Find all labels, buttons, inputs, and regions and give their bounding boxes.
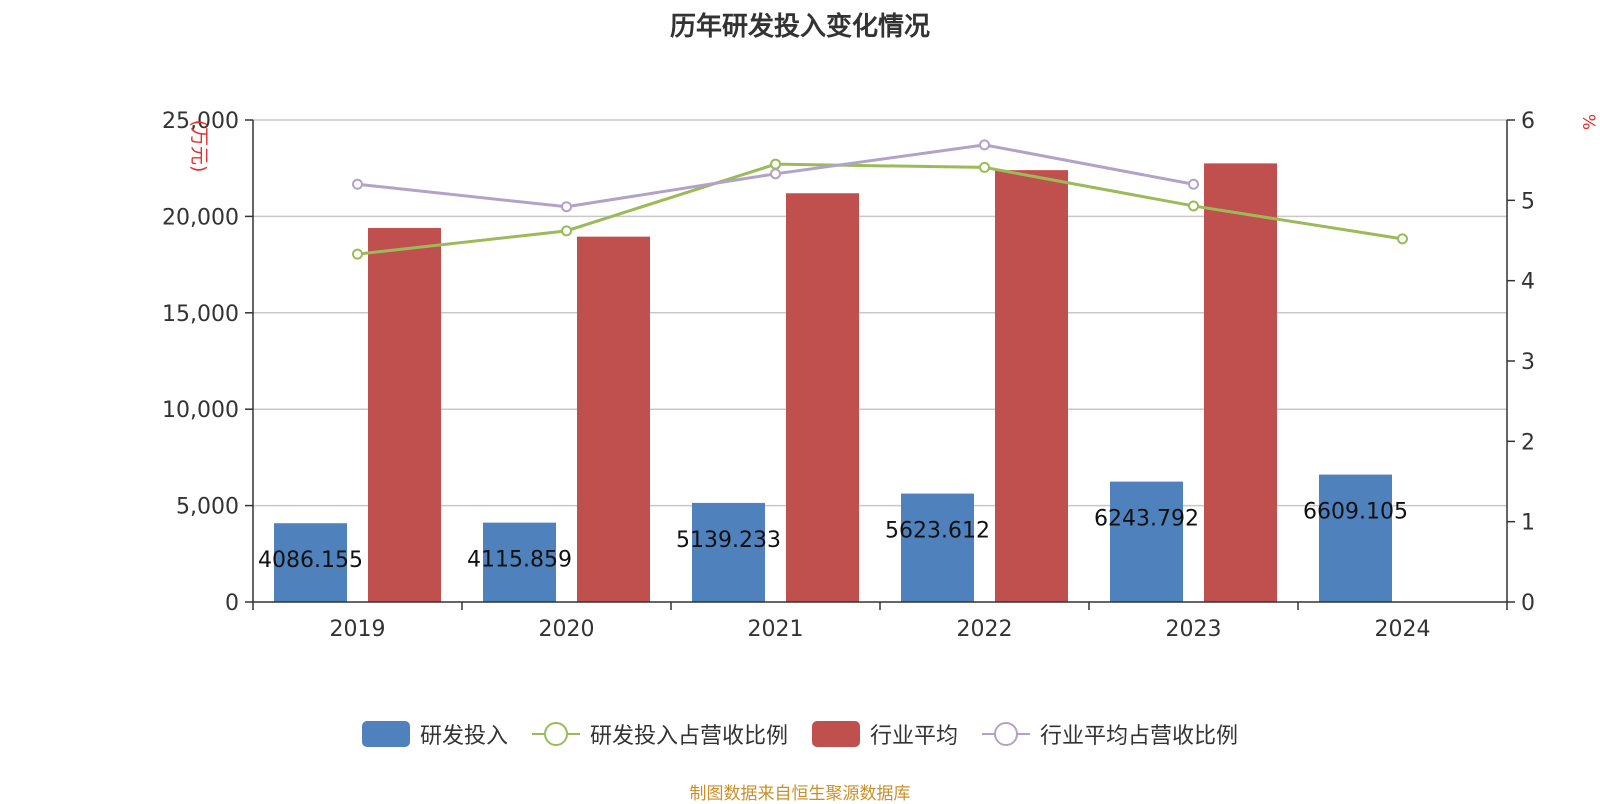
bar-industry-average xyxy=(995,170,1068,603)
legend-label: 研发投入占营收比例 xyxy=(589,724,788,749)
x-axis-tick-label: 2022 xyxy=(957,617,1013,642)
line-industry-ratio-point xyxy=(561,201,572,213)
legend: 研发投入 研发投入占营收比例 行业平均 行业平均占营收比例 xyxy=(0,718,1600,750)
right-axis-tick-label: 0 xyxy=(1521,591,1535,616)
line-rd-ratio-point xyxy=(561,225,572,237)
line-industry-ratio-point xyxy=(770,168,781,180)
data-label: 6609.105 xyxy=(1303,500,1408,525)
right-axis-tick-label: 1 xyxy=(1521,511,1535,536)
data-label: 5623.612 xyxy=(885,519,990,544)
bar-rd-investment xyxy=(274,523,347,602)
legend-label: 行业平均 xyxy=(870,724,959,749)
legend-swatch xyxy=(361,721,410,747)
chart-title: 历年研发投入变化情况 xyxy=(669,12,930,42)
source-note: 制图数据来自恒生聚源数据库 xyxy=(689,784,911,804)
x-axis-tick-label: 2019 xyxy=(330,617,386,642)
line-rd-ratio xyxy=(357,162,1403,256)
bar-rd-investment xyxy=(901,493,974,602)
line-rd-ratio-point xyxy=(979,161,990,173)
data-label: 5139.233 xyxy=(676,528,781,553)
legend-item[interactable]: 研发投入 xyxy=(361,718,508,750)
chart-area: 4086.155 4115.859 5139.233 5623.612 6243.792… xyxy=(162,109,1598,642)
bar-rd-investment xyxy=(692,502,765,602)
right-axis-tick-label: 4 xyxy=(1521,270,1535,295)
right-axis-tick-label: 3 xyxy=(1521,350,1535,375)
line-rd-ratio-point xyxy=(1188,200,1199,212)
x-axis-tick-label: 2024 xyxy=(1375,617,1431,642)
line-industry-ratio-point xyxy=(352,178,363,190)
line-industry-ratio-point xyxy=(979,139,990,151)
left-axis-tick-label: 15,000 xyxy=(162,302,239,327)
left-axis-tick-label: 10,000 xyxy=(162,398,239,423)
left-axis-unit-label: (万元) xyxy=(188,120,210,173)
bar-industry-average xyxy=(1204,163,1277,602)
data-label: 6243.792 xyxy=(1094,507,1199,532)
bar-industry-average xyxy=(786,193,859,602)
legend-label: 研发投入 xyxy=(419,724,508,749)
line-industry-ratio-point xyxy=(1188,178,1199,190)
legend-label: 行业平均占营收比例 xyxy=(1040,724,1239,749)
x-axis-tick-label: 2021 xyxy=(748,617,804,642)
right-axis-unit-label: % xyxy=(1578,114,1598,130)
bar-rd-investment xyxy=(1110,481,1183,602)
data-label: 4086.155 xyxy=(258,548,363,573)
legend-item[interactable]: 行业平均占营收比例 xyxy=(982,718,1238,750)
legend-swatch xyxy=(982,722,1031,746)
bar-rd-investment xyxy=(483,522,556,602)
right-axis-tick-label: 6 xyxy=(1521,109,1535,134)
bar-industry-average xyxy=(368,227,441,602)
x-axis-tick-label: 2023 xyxy=(1166,617,1222,642)
line-rd-ratio-point xyxy=(352,248,363,260)
x-axis-tick-label: 2020 xyxy=(539,617,595,642)
data-label: 4115.859 xyxy=(467,548,572,573)
right-axis-tick-label: 2 xyxy=(1521,430,1535,455)
legend-item[interactable]: 行业平均 xyxy=(812,718,958,750)
left-axis-tick-label: 5,000 xyxy=(176,495,239,520)
bar-industry-average xyxy=(577,236,650,603)
left-axis-tick-label: 20,000 xyxy=(162,205,239,230)
line-rd-ratio-point xyxy=(1397,233,1408,245)
legend-swatch xyxy=(531,722,580,746)
line-rd-ratio-point xyxy=(770,158,781,170)
legend-item[interactable]: 研发投入占营收比例 xyxy=(531,718,788,750)
right-axis-tick-label: 5 xyxy=(1521,189,1535,214)
bar-rd-investment xyxy=(1319,474,1392,602)
legend-swatch xyxy=(812,721,860,747)
left-axis-tick-label: 0 xyxy=(225,591,239,616)
left-axis-tick-label: 25,000 xyxy=(162,109,239,134)
